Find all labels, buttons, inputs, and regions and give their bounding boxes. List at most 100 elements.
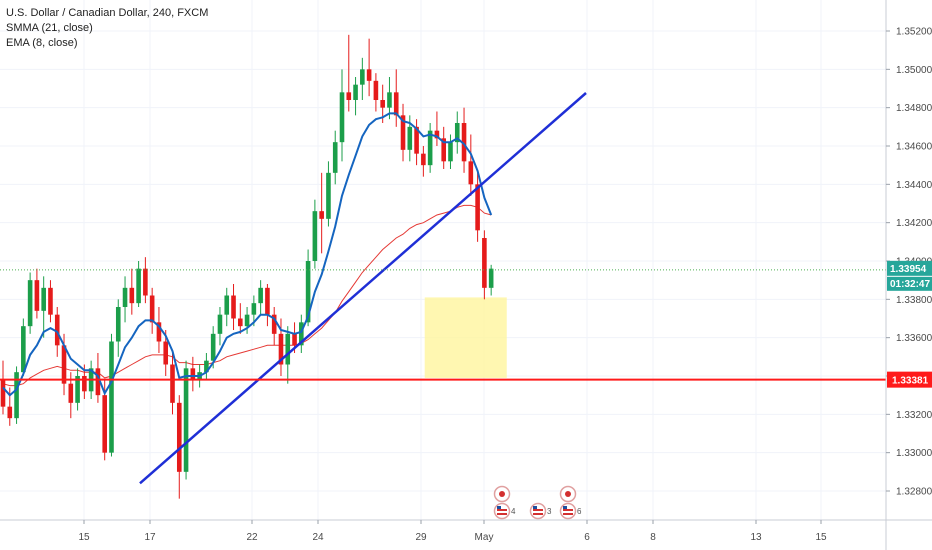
event-count: 6 bbox=[577, 507, 582, 516]
candle-body bbox=[68, 383, 74, 403]
candle-body bbox=[14, 372, 19, 419]
event-marker[interactable]: 6 bbox=[559, 485, 583, 520]
ema-line bbox=[2, 112, 493, 397]
x-tick-label: 17 bbox=[144, 532, 156, 543]
candle-body bbox=[380, 100, 385, 108]
candle-body bbox=[393, 92, 399, 116]
x-tick-label: 13 bbox=[750, 532, 762, 543]
candle-body bbox=[224, 295, 230, 315]
ema-path bbox=[2, 112, 493, 397]
current-price-badge bbox=[887, 260, 932, 276]
candle-body bbox=[129, 287, 135, 304]
us-flag-stripe bbox=[563, 509, 573, 511]
candle-body bbox=[353, 84, 358, 100]
candle-body bbox=[346, 92, 352, 100]
candle-body bbox=[54, 314, 60, 346]
event-count: 3 bbox=[547, 507, 552, 516]
candle-body bbox=[265, 287, 270, 315]
candle-body bbox=[373, 80, 379, 100]
candle-body bbox=[299, 322, 304, 346]
smma-line bbox=[2, 204, 492, 387]
candle-body bbox=[61, 345, 67, 384]
candle-body bbox=[109, 341, 114, 453]
candle-body bbox=[244, 314, 250, 327]
us-flag-canton bbox=[533, 506, 537, 509]
x-tick-label: 15 bbox=[815, 532, 827, 543]
candle-body bbox=[231, 295, 236, 319]
candle-body bbox=[488, 268, 494, 288]
y-tick-label: 1.32800 bbox=[896, 487, 932, 498]
legend-smma[interactable]: SMMA (21, close) bbox=[6, 22, 93, 34]
candle-body bbox=[95, 368, 101, 396]
event-marker[interactable]: 4 bbox=[493, 485, 517, 520]
y-tick-label: 1.34600 bbox=[896, 142, 932, 153]
x-tick-label: 15 bbox=[78, 532, 90, 543]
time-axis[interactable]: 15 17 22 24 29 May 6 8 13 15 bbox=[78, 520, 827, 543]
candle-body bbox=[163, 341, 169, 365]
price-labels: 1.33954 01:32:47 1.33381 bbox=[887, 260, 932, 388]
candle-body bbox=[278, 333, 284, 365]
candle-body bbox=[407, 126, 413, 150]
event-marker[interactable]: 3 bbox=[529, 502, 553, 520]
candle-body bbox=[238, 318, 243, 327]
candle-body bbox=[366, 69, 372, 81]
event-markers[interactable]: 4 3 6 bbox=[493, 485, 583, 520]
us-flag-stripe bbox=[497, 513, 507, 515]
y-tick-label: 1.34200 bbox=[896, 218, 932, 229]
legend-title[interactable]: U.S. Dollar / Canadian Dollar, 240, FXCM bbox=[6, 7, 209, 19]
candle-body bbox=[21, 326, 26, 373]
candle-body bbox=[204, 360, 209, 373]
candle-body bbox=[332, 142, 338, 173]
candle-body bbox=[326, 172, 331, 219]
candle-body bbox=[482, 238, 487, 288]
us-flag-stripe bbox=[563, 513, 573, 515]
candle-body bbox=[285, 333, 291, 365]
candle-body bbox=[312, 211, 318, 261]
x-tick-label: 22 bbox=[246, 532, 258, 543]
grid bbox=[0, 0, 886, 520]
candle-body bbox=[41, 287, 46, 311]
x-tick-label: 24 bbox=[312, 532, 324, 543]
candle-body bbox=[210, 333, 216, 361]
smma-path bbox=[2, 204, 492, 387]
y-tick-label: 1.33800 bbox=[896, 295, 932, 306]
candle-body bbox=[75, 376, 80, 403]
candle-body bbox=[48, 287, 53, 315]
y-tick-label: 1.33600 bbox=[896, 333, 932, 344]
candle-body bbox=[387, 92, 392, 108]
candle-body bbox=[122, 287, 128, 307]
candle-body bbox=[190, 368, 196, 380]
candle-body bbox=[400, 115, 406, 150]
trendline[interactable] bbox=[139, 92, 587, 485]
support-badge bbox=[887, 371, 932, 388]
x-tick-label: May bbox=[475, 532, 494, 543]
candle-body bbox=[305, 261, 311, 323]
legend-ema[interactable]: EMA (8, close) bbox=[6, 37, 78, 49]
candle-body bbox=[251, 303, 257, 315]
us-flag-canton bbox=[563, 506, 567, 509]
candle-body bbox=[34, 280, 40, 311]
event-count: 4 bbox=[511, 507, 516, 516]
us-flag-stripe bbox=[497, 509, 507, 511]
maple-leaf-icon bbox=[499, 491, 505, 497]
candle-body bbox=[461, 123, 467, 162]
candle-body bbox=[149, 295, 155, 323]
target-zone[interactable] bbox=[424, 297, 507, 378]
y-tick-label: 1.33200 bbox=[896, 410, 932, 421]
y-tick-label: 1.35000 bbox=[896, 65, 932, 76]
candle-body bbox=[414, 126, 419, 154]
candle-body bbox=[434, 130, 440, 139]
candle-body bbox=[143, 268, 148, 296]
y-tick-label: 1.34800 bbox=[896, 103, 932, 114]
candle-body bbox=[475, 184, 480, 231]
x-tick-label: 6 bbox=[584, 532, 590, 543]
candle-body bbox=[156, 322, 162, 342]
us-flag-stripe bbox=[533, 509, 543, 511]
candle-body bbox=[183, 368, 189, 472]
legend: U.S. Dollar / Canadian Dollar, 240, FXCM… bbox=[6, 6, 208, 51]
y-tick-label: 1.35200 bbox=[896, 27, 932, 38]
candle-body bbox=[454, 123, 460, 143]
x-tick-label: 8 bbox=[650, 532, 656, 543]
